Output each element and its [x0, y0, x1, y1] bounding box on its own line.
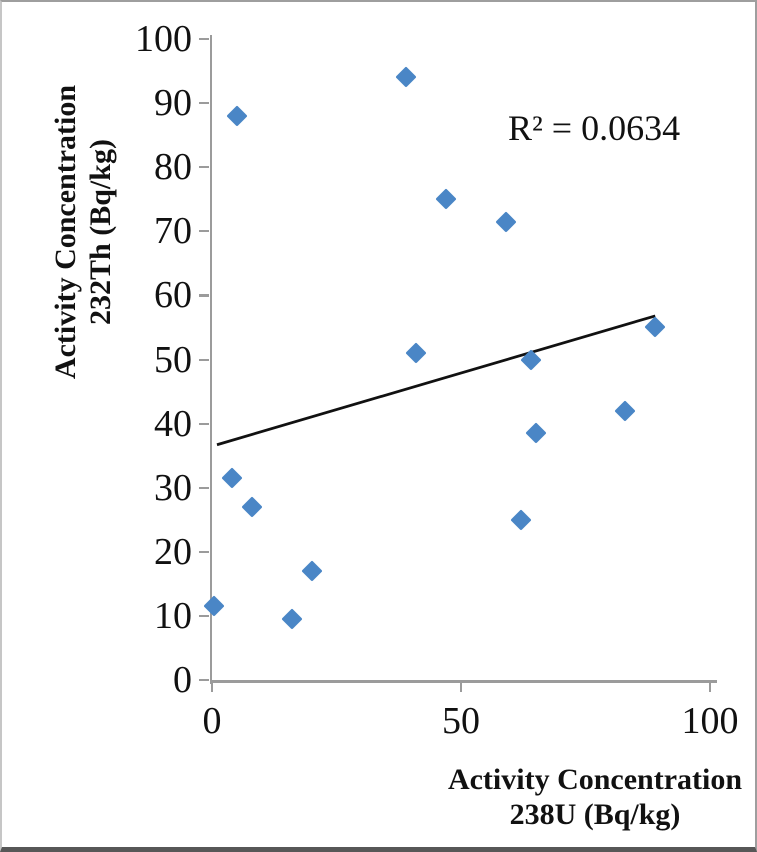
y-axis-line	[209, 35, 212, 684]
y-tick-mark	[199, 38, 209, 41]
y-tick-mark	[199, 422, 209, 425]
y-tick-label: 30	[154, 466, 192, 509]
y-tick-label: 0	[173, 659, 192, 701]
y-tick-label: 10	[154, 594, 192, 637]
y-tick-mark	[199, 102, 209, 105]
x-tick-label: 0	[202, 700, 222, 742]
x-tick-mark	[460, 682, 463, 692]
y-tick-label: 20	[154, 530, 192, 573]
x-axis-line	[209, 680, 717, 683]
y-tick-mark	[199, 358, 209, 361]
x-tick-label: 100	[681, 700, 739, 742]
y-tick-mark	[199, 294, 209, 297]
y-tick-label: 60	[154, 274, 192, 317]
r-squared-annotation: R² = 0.0634	[508, 108, 681, 148]
y-tick-mark	[199, 614, 209, 618]
trendline	[216, 314, 656, 447]
y-tick-mark	[199, 486, 209, 489]
x-tick-mark	[211, 682, 214, 692]
x-axis-title-line1: Activity Concentration	[447, 763, 743, 796]
y-tick-label: 70	[154, 210, 192, 253]
y-tick-mark	[199, 166, 209, 169]
x-tick-mark	[709, 682, 712, 692]
y-tick-label: 90	[154, 82, 192, 125]
x-axis-title-line2: 238U (Bq/kg)	[509, 798, 681, 831]
trendline-layer	[216, 314, 656, 447]
y-tick-mark	[199, 230, 209, 233]
plot-area: R² = 0.0634 0 10 20 30 40 50 60 70 80 90 100 0 50 100	[135, 20, 739, 740]
y-tick-label: 40	[154, 402, 192, 445]
y-tick-label: 80	[154, 146, 192, 189]
y-tick-mark	[199, 679, 209, 682]
y-tick-label: 50	[154, 338, 192, 381]
x-tick-label: 50	[442, 700, 480, 742]
y-tick-mark	[199, 550, 209, 553]
x-axis-title: Activity Concentration 238U (Bq/kg)	[335, 762, 755, 832]
y-tick-label: 100	[135, 18, 192, 60]
